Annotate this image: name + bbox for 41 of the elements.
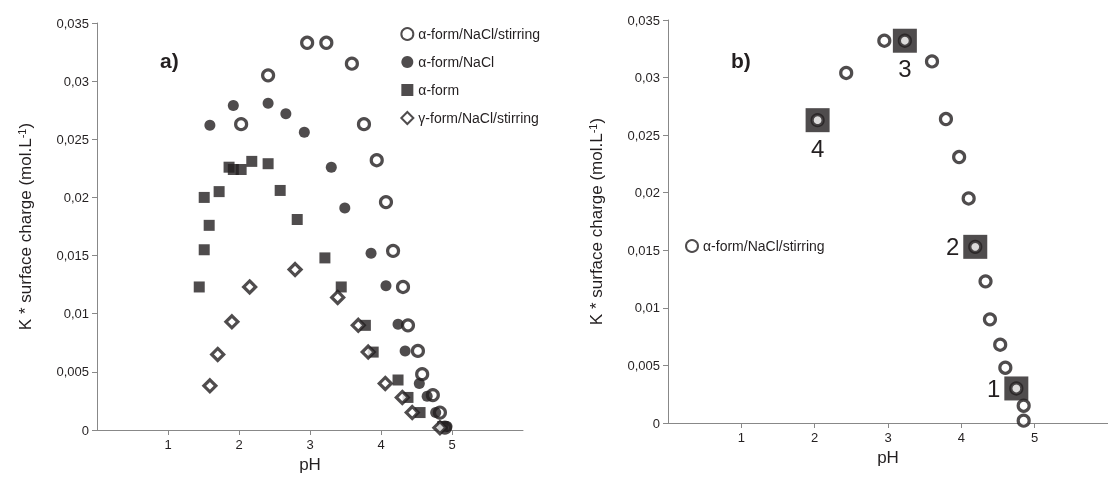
- annotation: 1: [986, 374, 1001, 402]
- y-tick-label: 0,025: [627, 127, 660, 143]
- x-tick-label: 4: [957, 430, 965, 445]
- legend-label: α-form: [418, 82, 460, 98]
- annotation: 3: [898, 55, 912, 83]
- y-tick-label: 0,02: [63, 189, 89, 205]
- x-tick-label: 5: [1031, 430, 1039, 445]
- y-tick-label: 0,015: [56, 248, 89, 264]
- x-tick-label: 2: [811, 430, 819, 445]
- x-tick-label: 5: [448, 437, 456, 452]
- y-tick-label: 0: [652, 415, 660, 431]
- y-tick-label: 0,005: [627, 357, 660, 373]
- x-tick-label: 1: [737, 430, 745, 445]
- x-tick-label: 1: [164, 437, 172, 452]
- text: b): [731, 49, 751, 72]
- x-axis-title: pH: [877, 448, 899, 467]
- y-tick-label: 0,01: [63, 306, 89, 322]
- legend-label: α-form/NaCl: [418, 54, 495, 70]
- x-tick-label: 4: [377, 437, 385, 452]
- y-tick-label: 0,035: [627, 12, 660, 28]
- y-tick-label: 0,035: [56, 15, 89, 31]
- y-tick-label: 0,03: [634, 70, 660, 86]
- x-tick-label: 3: [306, 437, 314, 452]
- x-axis-title: pH: [299, 455, 321, 474]
- x-tick-label: 2: [235, 437, 243, 452]
- legend-label: α-form/NaCl/stirring: [703, 238, 825, 254]
- annotation: 4: [810, 134, 825, 162]
- legend-label: α-form/NaCl/stirring: [418, 26, 541, 42]
- y-axis-title: K * surface charge (mol.L-1): [15, 122, 35, 331]
- y-tick-label: 0,015: [627, 242, 660, 258]
- y-axis-title: K * surface charge (mol.L-1): [586, 117, 606, 326]
- text: a): [160, 49, 179, 72]
- legend-label: γ-form/NaCl/stirring: [418, 110, 539, 126]
- x-tick-label: 3: [884, 430, 892, 445]
- y-tick-label: 0,005: [56, 364, 89, 380]
- annotation: 2: [945, 233, 960, 261]
- y-tick-label: 0,02: [634, 185, 660, 201]
- y-tick-label: 0: [81, 422, 89, 438]
- y-tick-label: 0,03: [63, 73, 89, 89]
- y-tick-label: 0,01: [634, 300, 660, 316]
- y-tick-label: 0,025: [56, 131, 89, 147]
